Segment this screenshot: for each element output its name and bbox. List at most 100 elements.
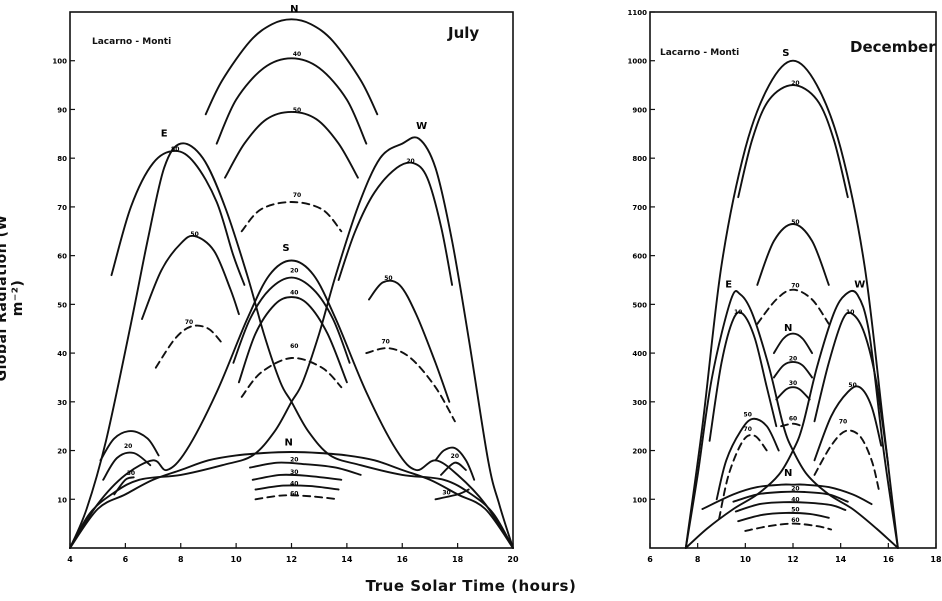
y-tick-label-july: 30 (57, 399, 67, 407)
curve-label-december: 10 (734, 309, 742, 316)
series-line-december-n-60 (780, 422, 804, 428)
curve-label-december: 70 (744, 426, 752, 433)
series-line-july-n (69, 451, 514, 549)
curve-label-july: N (290, 4, 298, 15)
curve-label-december: 30 (789, 380, 797, 387)
series-line-july-e-10 (113, 476, 135, 496)
curve-label-december: 70 (791, 282, 799, 289)
curve-label-july: W (416, 121, 427, 132)
series-line-july-w-70 (365, 347, 456, 423)
curve-label-july: 70 (381, 338, 389, 345)
curve-label-july: 30 (442, 489, 450, 496)
series-line-july-s-60 (240, 357, 343, 398)
series-line-july-w-10 (440, 461, 467, 476)
curve-label-december: W (854, 279, 865, 290)
curve-label-july: 20 (406, 158, 414, 165)
curve-label-december: N (784, 323, 792, 334)
curve-label-july: 60 (290, 490, 298, 497)
series-line-december-w-50 (813, 385, 883, 462)
series-line-december-w-70 (813, 429, 880, 491)
curve-label-july: 20 (290, 456, 298, 463)
series-line-december-w-10 (813, 311, 890, 467)
series-line-july-e-80 (110, 149, 246, 286)
series-line-july-w-50 (368, 279, 451, 403)
series-line-december-n-40b (734, 501, 847, 513)
curve-label-december: 70 (839, 419, 847, 426)
series-line-july-w-80 (434, 446, 476, 481)
x-tick-label-december: 8 (695, 555, 701, 564)
y-tick-label-july: 100 (52, 58, 67, 66)
series-line-july-e-30 (102, 451, 152, 481)
series-line-july-w (69, 136, 514, 549)
series-line-july-n-50 (215, 57, 368, 145)
series-line-december-s-70 (756, 288, 830, 325)
y-tick-label-july: 40 (57, 350, 67, 358)
curve-label-july: 30 (127, 470, 135, 477)
chart-subtitle-july: Lacarno - Monti (92, 37, 172, 47)
series-line-july-w-20 (337, 161, 454, 286)
y-tick-label-december: 500 (632, 301, 647, 309)
curve-label-december: 50 (744, 411, 752, 418)
y-tick-label-july: 70 (57, 204, 67, 212)
curve-label-december: 60 (791, 517, 799, 524)
y-tick-label-july: 20 (57, 448, 67, 456)
x-tick-label-december: 6 (647, 555, 653, 564)
y-tick-label-december: 800 (632, 155, 647, 163)
curve-label-december: S (782, 48, 789, 59)
series-line-december-e (684, 290, 899, 549)
series-line-july-n-20 (249, 461, 362, 476)
x-tick-label-december: 16 (883, 555, 895, 564)
series-line-december-s-20 (737, 84, 849, 199)
series-line-july-e-70 (154, 324, 224, 369)
y-tick-label-december: 700 (632, 204, 647, 212)
curve-label-july: 20 (124, 443, 132, 450)
curve-label-july: 50 (384, 275, 392, 282)
series-line-july-s-20 (232, 276, 351, 364)
curve-label-december: E (725, 279, 732, 290)
y-axis-label: Global Radiation (W m⁻²) (0, 214, 26, 382)
y-tick-label-july: 10 (57, 496, 67, 504)
y-tick-label-december: 1100 (628, 9, 648, 17)
series-line-december-n-60b (744, 522, 833, 532)
series-line-december-e-50 (715, 417, 780, 501)
curve-label-july: 20 (451, 453, 459, 460)
x-tick-label-july: 4 (67, 555, 73, 564)
x-tick-label-july: 6 (123, 555, 129, 564)
series-line-december-n (701, 483, 873, 510)
curve-label-july: N (285, 438, 293, 449)
curve-label-december: 50 (791, 506, 799, 513)
series-line-december-n-50b (737, 511, 830, 523)
series-line-july-w-30 (434, 488, 470, 501)
series-line-december-e-70 (718, 434, 768, 520)
series-line-july-e-50 (141, 234, 240, 320)
series-line-december-n-10 (772, 332, 814, 355)
series-line-july-n-60 (224, 110, 359, 179)
series-line-december-w (684, 289, 899, 549)
curve-label-december: 40 (791, 497, 799, 504)
curve-label-december: N (784, 468, 792, 479)
plot-frame-december (649, 11, 937, 549)
series-line-december-n-20b (732, 490, 849, 503)
y-tick-label-december: 1000 (628, 58, 648, 66)
y-tick-label-december: 200 (632, 448, 647, 456)
x-tick-label-july: 12 (286, 555, 297, 564)
y-tick-label-july: 60 (57, 253, 67, 261)
curve-label-july: 40 (290, 290, 298, 297)
curve-label-december: 20 (791, 80, 799, 87)
x-tick-label-december: 12 (787, 555, 798, 564)
series-line-december-s (684, 59, 899, 549)
series-line-july-n-40 (204, 18, 379, 116)
curve-label-july: 30 (290, 469, 298, 476)
curve-label-december: 50 (848, 382, 856, 389)
curve-label-july: 50 (190, 231, 198, 238)
y-tick-label-december: 100 (632, 496, 647, 504)
series-line-july-n-60b (254, 494, 340, 501)
curve-label-december: 20 (789, 355, 797, 362)
curve-label-july: 70 (185, 319, 193, 326)
series-line-july-e-20 (99, 430, 160, 462)
y-tick-label-july: 80 (57, 155, 67, 163)
curve-label-july: 50 (293, 107, 301, 114)
chart-title-december: December (850, 38, 936, 56)
x-tick-label-july: 20 (507, 555, 519, 564)
y-tick-label-december: 300 (632, 399, 647, 407)
